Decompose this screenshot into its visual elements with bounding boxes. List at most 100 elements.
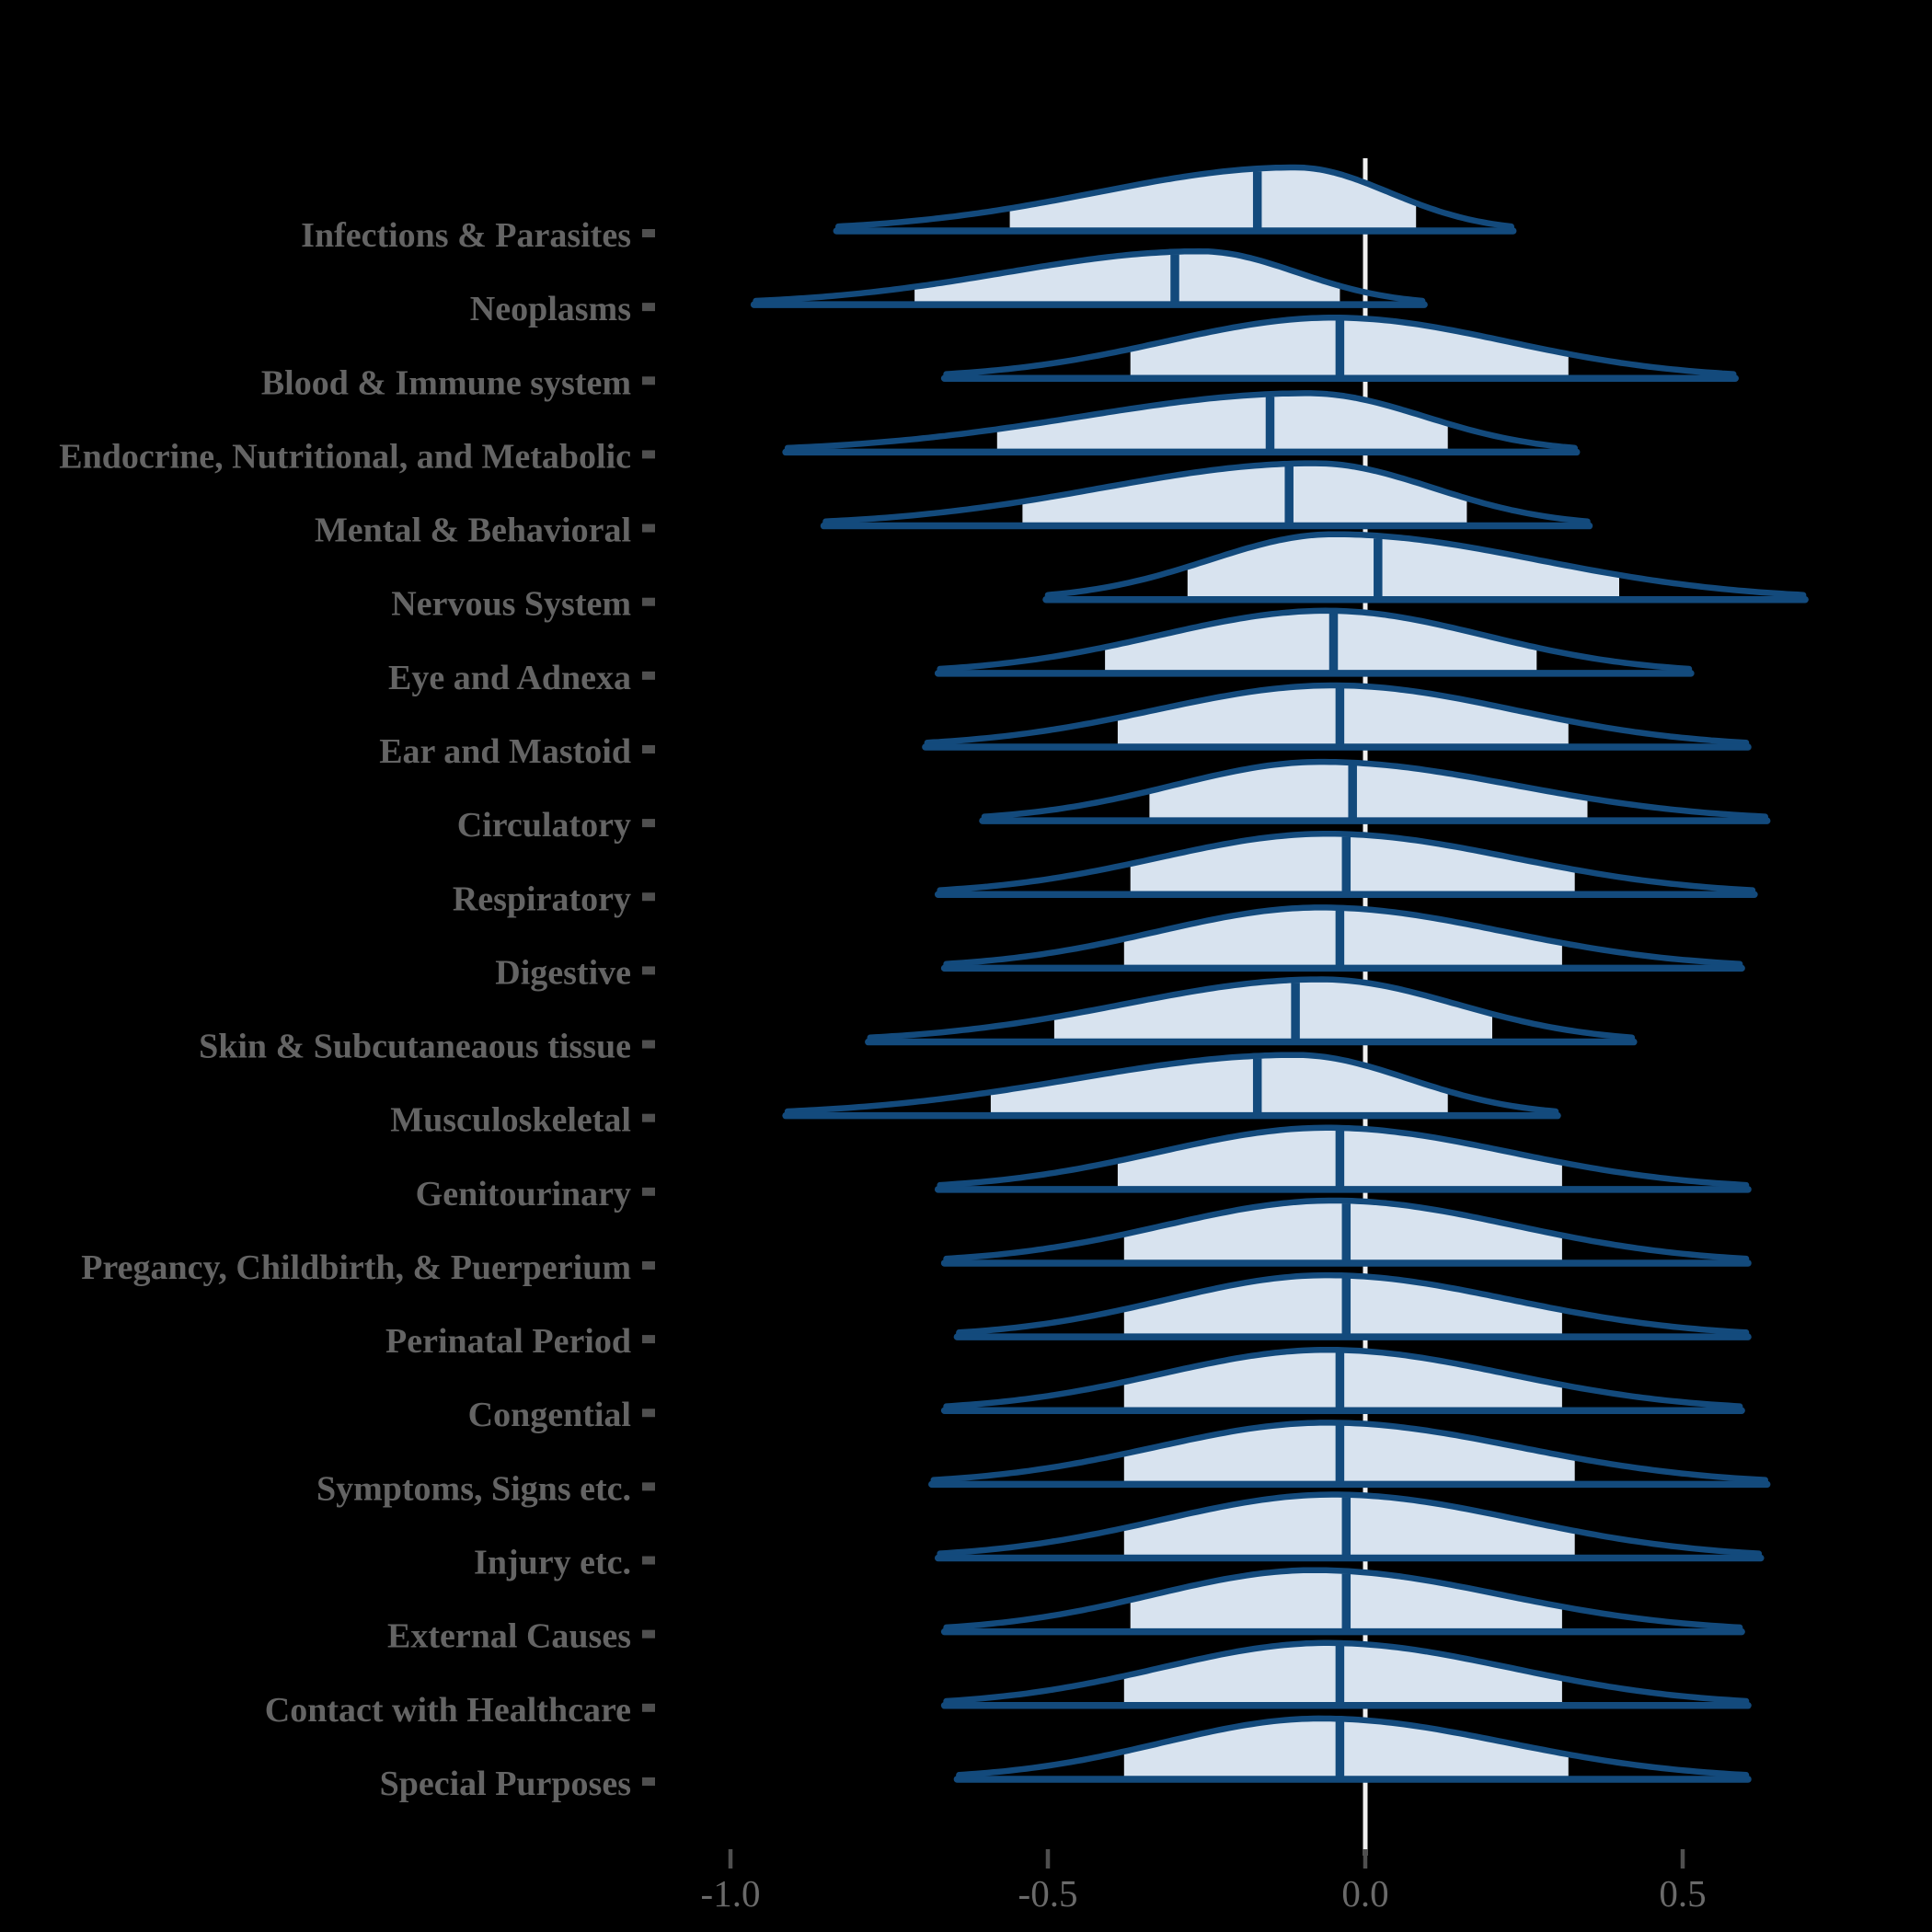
y-axis-tick-mark	[642, 597, 655, 606]
y-axis-tick-mark	[642, 1777, 655, 1786]
y-axis-tick-mark	[642, 450, 655, 459]
density-outline	[943, 1639, 1750, 1709]
ridge-row	[940, 1197, 1752, 1267]
category-label: External Causes	[387, 1617, 631, 1656]
density-fill-band	[990, 1054, 1448, 1116]
ridge-row	[940, 1346, 1745, 1414]
category-label: Infections & Parasites	[301, 216, 631, 255]
density-outline	[943, 904, 1743, 972]
category-label: Circulatory	[457, 806, 631, 845]
ridge-row	[820, 460, 1593, 530]
ridge-row	[934, 1491, 1765, 1562]
density-outline	[981, 758, 1768, 824]
y-axis-tick-mark	[642, 1629, 655, 1639]
category-label: Mental & Behavioral	[315, 512, 631, 550]
density-fill-band	[1130, 834, 1575, 895]
ridge-row	[979, 758, 1771, 824]
ridge-row	[953, 1715, 1752, 1783]
y-axis-tick-mark	[642, 1482, 655, 1491]
density-fill-band	[996, 393, 1448, 453]
x-axis-tick-label: 0.0	[1341, 1872, 1388, 1915]
ridge-row	[934, 1124, 1752, 1193]
category-label: Eye and Adnexa	[388, 659, 631, 697]
y-axis-layer: Infections & Parasites Neoplasms Blood & I…	[59, 216, 655, 1803]
category-label: Congential	[468, 1396, 631, 1434]
ridge-row	[1042, 531, 1809, 604]
ridge-row	[940, 1567, 1745, 1636]
density-outline	[943, 1567, 1743, 1635]
y-axis-tick-mark	[642, 229, 655, 237]
category-label: Pregancy, Childbirth, & Puerperium	[81, 1248, 631, 1287]
density-outline	[937, 1491, 1763, 1561]
category-label: Perinatal Period	[385, 1322, 631, 1361]
density-outline	[937, 831, 1756, 898]
y-axis-tick-mark	[642, 1040, 655, 1049]
y-axis-tick-mark	[642, 1113, 655, 1122]
y-axis-tick-mark	[642, 1556, 655, 1565]
ridge-row	[833, 164, 1517, 235]
ridge-row	[934, 831, 1758, 899]
category-label: Nervous System	[391, 585, 631, 624]
density-fill-band	[1022, 463, 1467, 526]
y-axis-tick-mark	[642, 376, 655, 385]
density-fill-band	[1123, 1422, 1575, 1485]
density-fill-band	[1187, 534, 1619, 600]
y-axis-tick-mark	[642, 523, 655, 533]
density-fill-band	[1053, 979, 1492, 1042]
category-label: Injury etc.	[474, 1544, 631, 1582]
category-label: Musculoskeletal	[390, 1101, 631, 1140]
x-axis-layer: -1.0 -0.5 0.0 0.5	[701, 1849, 1707, 1915]
y-axis-tick-mark	[642, 671, 655, 680]
density-outline	[924, 682, 1750, 751]
density-outline	[835, 164, 1514, 235]
ridge-row	[940, 315, 1739, 383]
density-outline	[956, 1715, 1750, 1783]
y-axis-tick-mark	[642, 1335, 655, 1344]
density-outline	[930, 1420, 1768, 1488]
y-axis-tick-mark	[642, 1187, 655, 1196]
category-label: Genitourinary	[416, 1175, 631, 1213]
category-label: Contact with Healthcare	[265, 1691, 631, 1730]
category-label: Respiratory	[453, 880, 631, 918]
ridge-row	[940, 904, 1745, 972]
ridge-row	[750, 247, 1428, 308]
ridge-row	[953, 1271, 1752, 1340]
density-fill-band	[914, 251, 1340, 305]
x-axis-tick-label: -1.0	[701, 1872, 761, 1915]
density-outline	[943, 1346, 1743, 1414]
category-label: Neoplasms	[470, 290, 631, 328]
x-axis-tick-label: -0.5	[1018, 1872, 1078, 1915]
ridge-row	[865, 976, 1638, 1046]
density-fill-band	[1105, 610, 1537, 673]
density-fill-band	[1123, 1718, 1569, 1779]
category-label: Ear and Mastoid	[379, 732, 631, 771]
density-outline	[937, 1124, 1750, 1193]
y-axis-tick-mark	[642, 744, 655, 753]
category-label: Digestive	[495, 953, 631, 992]
ridge-row	[934, 607, 1695, 677]
y-axis-tick-mark	[642, 966, 655, 975]
category-label: Endocrine, Nutritional, and Metabolic	[59, 437, 631, 476]
density-outline	[784, 1052, 1559, 1119]
y-axis-tick-mark	[642, 1703, 655, 1712]
density-outline	[1044, 531, 1807, 603]
category-label: Skin & Subcutaneaous tissue	[199, 1028, 631, 1066]
density-fill-band	[1149, 762, 1588, 822]
y-axis-tick-mark	[642, 892, 655, 902]
y-axis-tick-mark	[642, 1409, 655, 1418]
density-ridges-layer	[750, 164, 1809, 1783]
y-axis-tick-mark	[642, 819, 655, 828]
y-axis-tick-mark	[642, 303, 655, 312]
density-outline	[822, 460, 1591, 529]
ridge-row	[782, 1052, 1561, 1120]
y-axis-tick-mark	[642, 1260, 655, 1270]
density-fill-band	[1130, 317, 1569, 379]
x-axis-tick-label: 0.5	[1659, 1872, 1706, 1915]
density-outline	[867, 976, 1636, 1045]
density-outline	[943, 315, 1737, 382]
ridge-row	[940, 1639, 1752, 1709]
density-fill-band	[1009, 167, 1417, 231]
category-label: Blood & Immune system	[261, 363, 631, 402]
